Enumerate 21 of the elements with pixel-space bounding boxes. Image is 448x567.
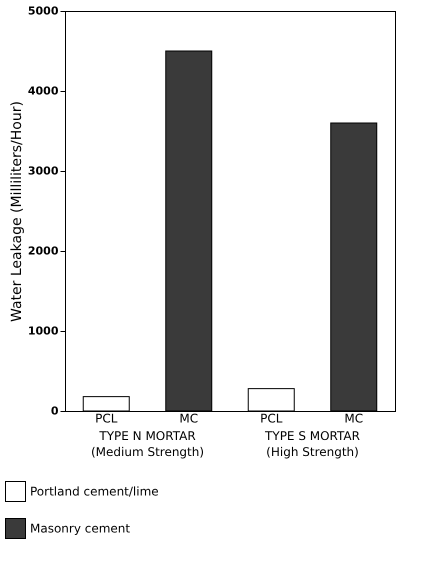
y-axis-title: Water Leakage (Milliliters/Hour): [8, 101, 25, 322]
y-tick-label: 4000: [28, 84, 59, 98]
bar: [165, 50, 212, 412]
y-tick-label: 5000: [28, 4, 59, 18]
y-tick-label: 1000: [28, 324, 59, 338]
legend-label: Portland cement/lime: [30, 484, 159, 498]
y-tick-label: 2000: [28, 244, 59, 258]
bar: [82, 396, 130, 412]
x-tick-label: MC: [344, 412, 364, 426]
legend-label: Masonry cement: [30, 522, 130, 536]
text: TYPE N MORTAR: [98, 429, 196, 443]
y-tick-label: 0: [50, 404, 59, 418]
x-tick-label: MC: [179, 412, 198, 426]
text: (Medium Strength): [90, 445, 204, 459]
x-tick-label: PCL: [95, 412, 118, 426]
text: TYPE S MORTAR: [264, 429, 360, 443]
bar: [330, 122, 378, 412]
bar: [248, 388, 295, 412]
x-tick-label: PCL: [260, 412, 283, 426]
y-tick-label: 3000: [28, 164, 59, 178]
text: (High Strength): [266, 445, 359, 459]
